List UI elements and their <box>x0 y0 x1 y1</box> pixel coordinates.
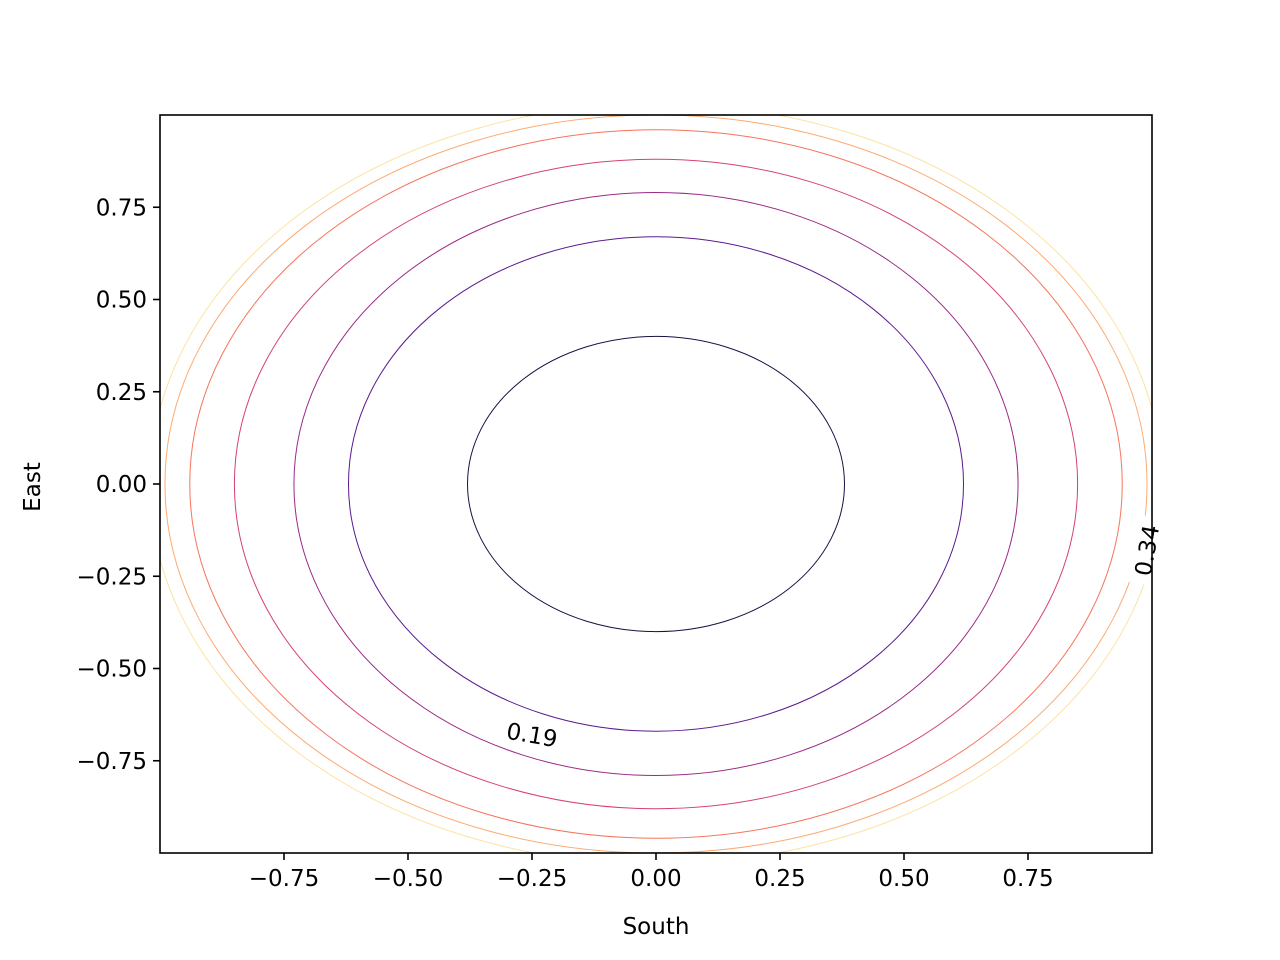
contour-level-3 <box>233 158 1079 810</box>
y-axis-label: East <box>20 462 46 512</box>
plot-background <box>160 115 1152 853</box>
y-tick-label: −0.25 <box>77 564 147 590</box>
y-tick-label: 0.50 <box>96 288 147 314</box>
x-tick-label: 0.50 <box>878 866 929 892</box>
contour-level-5 <box>164 115 1148 853</box>
contour-level-2 <box>293 191 1019 777</box>
x-tick-label: 0.75 <box>1002 866 1053 892</box>
x-tick-label: −0.75 <box>249 866 319 892</box>
x-tick-label: −0.50 <box>373 866 443 892</box>
y-tick-label: 0.75 <box>96 195 147 221</box>
contour-level-1 <box>347 236 965 732</box>
x-axis-ticks: −0.75 −0.50 −0.25 0.00 0.25 0.50 0.75 <box>249 853 1054 892</box>
contour-level-4 <box>189 129 1123 839</box>
y-tick-label: −0.75 <box>77 749 147 775</box>
y-tick-label: 0.00 <box>96 472 147 498</box>
y-tick-label: 0.25 <box>96 380 147 406</box>
contour-level-0 <box>467 335 845 633</box>
x-tick-label: 0.25 <box>754 866 805 892</box>
x-tick-label: 0.00 <box>630 866 681 892</box>
contour-label-gap-0 <box>495 714 569 756</box>
y-axis-ticks: −0.75 −0.50 −0.25 0.00 0.25 0.50 0.75 <box>77 195 160 775</box>
x-axis-label: South <box>623 914 690 940</box>
y-tick-label: −0.50 <box>77 657 147 683</box>
contour-label-gap-1 <box>1126 514 1168 587</box>
x-tick-label: −0.25 <box>497 866 567 892</box>
contour-lines <box>160 115 1152 853</box>
